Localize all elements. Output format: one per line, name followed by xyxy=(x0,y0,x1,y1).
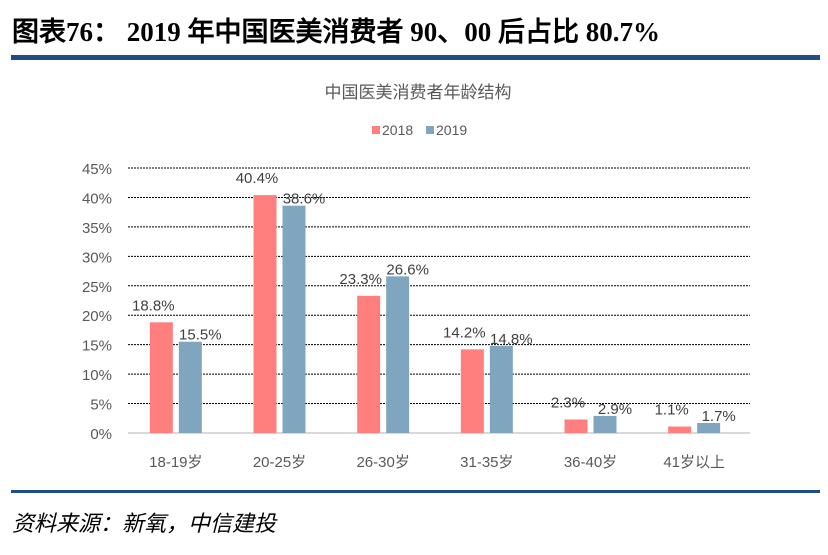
legend-label: 2018 xyxy=(382,122,413,138)
legend: 2018 2019 xyxy=(372,122,467,138)
x-tick-label: 41岁以上 xyxy=(663,454,725,471)
bar-2018 xyxy=(149,322,173,433)
bar-2018 xyxy=(357,295,381,433)
legend-label: 2019 xyxy=(436,122,467,138)
data-label: 26.6% xyxy=(386,261,429,278)
source-note: 资料来源：新氧，中信建投 xyxy=(12,511,277,536)
x-tick-label: 26-30岁 xyxy=(356,454,409,471)
bar-2018 xyxy=(564,419,588,433)
bar-2019 xyxy=(593,415,617,433)
y-tick-label: 35% xyxy=(82,220,112,237)
data-label: 23.3% xyxy=(339,271,382,288)
bar-2018 xyxy=(460,349,484,433)
y-tick-label: 25% xyxy=(82,279,112,296)
source-rule xyxy=(11,490,820,493)
bar-2019 xyxy=(178,341,202,433)
y-tick-label: 0% xyxy=(90,426,112,443)
x-tick-label: 18-19岁 xyxy=(149,454,202,471)
title-rule xyxy=(11,55,820,60)
data-label: 2.3% xyxy=(551,394,585,411)
y-tick-label: 10% xyxy=(82,367,112,384)
bar-2019 xyxy=(489,345,513,433)
data-label: 18.8% xyxy=(132,297,175,314)
data-label: 15.5% xyxy=(179,327,222,344)
y-tick-label: 15% xyxy=(82,338,112,355)
bar-2019 xyxy=(697,422,721,433)
y-tick-label: 30% xyxy=(82,249,112,266)
data-label: 2.9% xyxy=(598,401,632,418)
y-tick-label: 5% xyxy=(90,397,112,414)
data-label: 14.2% xyxy=(443,324,486,341)
x-tick-label: 31-35岁 xyxy=(460,454,513,471)
legend-swatch-2018 xyxy=(372,126,380,134)
legend-swatch-2019 xyxy=(426,126,434,134)
bar-2018 xyxy=(253,195,277,433)
chart-title: 中国医美消费者年龄结构 xyxy=(325,83,512,103)
bar-2019 xyxy=(282,205,306,433)
x-tick-label: 36-40岁 xyxy=(564,454,617,471)
data-label: 40.4% xyxy=(236,170,279,187)
data-label: 1.1% xyxy=(655,402,689,419)
x-tick-label: 20-25岁 xyxy=(253,454,306,471)
bar-2019 xyxy=(386,276,410,433)
figure-title: 图表76： 2019 年中国医美消费者 90、00 后占比 80.7% xyxy=(12,17,660,47)
data-label: 38.6% xyxy=(283,191,326,208)
bar-2018 xyxy=(668,426,692,433)
data-label: 14.8% xyxy=(490,331,533,348)
y-tick-label: 20% xyxy=(82,308,112,325)
y-tick-label: 40% xyxy=(82,190,112,207)
y-tick-label: 45% xyxy=(82,161,112,178)
data-label: 1.7% xyxy=(702,408,736,425)
